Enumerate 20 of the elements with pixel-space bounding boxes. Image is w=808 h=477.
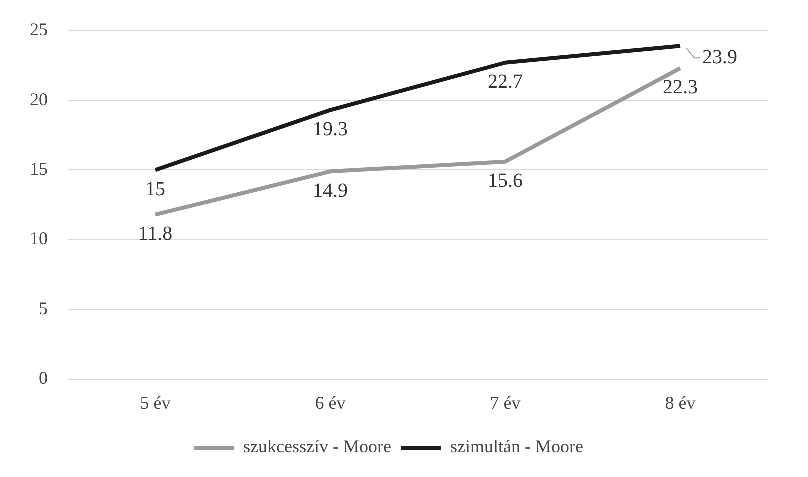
data-label: 11.8 [138,223,173,246]
y-tick-label: 20 [30,89,48,110]
data-label: 14.9 [313,180,348,202]
y-tick-label: 25 [30,20,48,40]
x-tick-label: 8 év [665,392,696,413]
data-label: 15 [146,178,166,200]
legend-label: szimultán - Moore [450,436,584,457]
data-label: 19.3 [313,118,348,141]
x-tick-label: 5 év [140,392,171,413]
y-tick-label: 10 [30,228,48,249]
y-tick-label: 0 [39,368,48,388]
y-tick-label: 15 [30,158,48,179]
data-label: 22.3 [663,76,698,99]
data-label: 23.9 [702,46,738,68]
data-label: 22.7 [488,71,523,94]
x-tick-label: 6 év [315,392,346,413]
y-tick-label: 5 [39,298,48,318]
data-label: 15.6 [488,170,523,192]
x-tick-label: 7 év [490,392,521,413]
legend-label: szukcesszív - Moore [244,436,392,457]
